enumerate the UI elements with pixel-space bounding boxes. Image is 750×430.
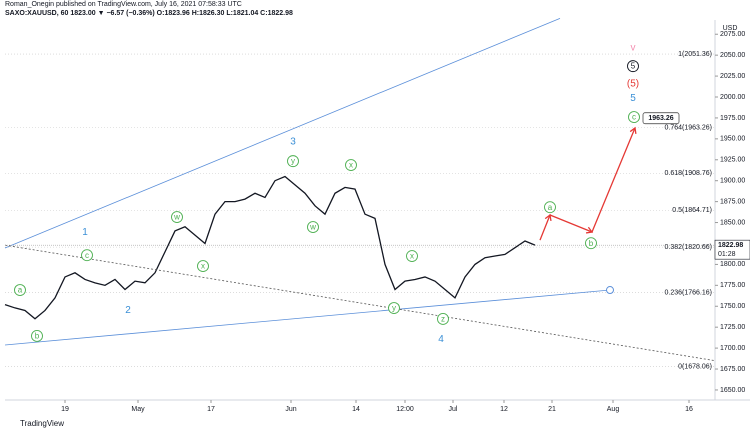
wave-label: (5) — [627, 78, 639, 89]
wave-label: b — [589, 239, 594, 248]
x-tick-label: 19 — [61, 406, 69, 413]
fib-label: 0.236(1766.16) — [665, 290, 712, 297]
last-price-label: 1822.98 — [718, 242, 743, 249]
arrow-head — [629, 126, 637, 135]
wave-label: 5 — [631, 62, 636, 71]
arrow-head — [585, 226, 594, 234]
y-tick-label: 1650.00 — [720, 387, 745, 394]
arrow-head — [544, 213, 552, 222]
fib-label: 0.382(1820.66) — [665, 244, 712, 251]
wave-circle — [171, 211, 183, 223]
wave-label: 2 — [125, 305, 131, 316]
wave-label: 5 — [630, 93, 636, 104]
price-line — [4, 175, 536, 320]
fib-label: 0.764(1963.26) — [665, 125, 712, 132]
symbol-line: SAXO:XAUUSD, 60 1823.00 ▼ −6.57 (−0.36%)… — [5, 10, 293, 17]
y-tick-label: 1925.00 — [720, 157, 745, 164]
wave-label: x — [201, 262, 205, 271]
y-tick-label: 1725.00 — [720, 324, 745, 331]
wave-circle — [14, 284, 26, 296]
y-tick-label: 1700.00 — [720, 345, 745, 352]
wave-label: z — [441, 315, 445, 324]
y-tick-label: 1775.00 — [720, 282, 745, 289]
wave-circle — [197, 260, 209, 273]
y-tick-label: 2025.00 — [720, 73, 745, 80]
wave-label: v — [631, 42, 636, 53]
wave-label: c — [632, 113, 636, 122]
footer-brand: TradingView — [20, 419, 64, 428]
wave-circle — [287, 155, 299, 168]
trend-end — [606, 286, 614, 295]
y-tick-label: 1900.00 — [720, 178, 745, 185]
fib-label: 0.618(1908.76) — [665, 170, 712, 177]
y-tick-label: 1675.00 — [720, 366, 745, 373]
currency: USD — [723, 25, 738, 32]
y-tick-label: 1800.00 — [720, 261, 745, 268]
x-tick-label: 12:00 — [396, 406, 414, 413]
wave-circle — [627, 60, 639, 73]
wave-label: y — [291, 157, 295, 166]
wave-label: a — [18, 286, 23, 295]
wave-circle — [31, 330, 43, 342]
y-tick-label: 1750.00 — [720, 303, 745, 310]
projection — [539, 127, 636, 241]
y-tick-label: 2050.00 — [720, 52, 745, 59]
x-tick-label: Aug — [607, 406, 620, 413]
x-tick-label: 16 — [685, 406, 693, 413]
wave-label: w — [173, 213, 180, 222]
y-tick-label: 1850.00 — [720, 219, 745, 226]
wave-label: x — [410, 252, 414, 261]
x-tick-label: 14 — [352, 406, 360, 413]
y-tick-label: 2000.00 — [720, 94, 745, 101]
wave-label: 4 — [438, 334, 444, 345]
publisher: Roman_Onegin published on TradingView.co… — [5, 1, 242, 8]
fib-label: 1(2051.36) — [678, 51, 712, 58]
y-tick-label: 1975.00 — [720, 115, 745, 122]
wave-circle — [345, 159, 357, 172]
wave-circle — [307, 221, 319, 234]
y-tick-label: 1875.00 — [720, 198, 745, 205]
x-tick-label: Jun — [285, 406, 296, 413]
wave-label: x — [349, 161, 353, 170]
target-box — [642, 112, 680, 125]
fib-label: 0(1678.06) — [678, 363, 712, 370]
x-tick-label: 21 — [548, 406, 556, 413]
trend-line — [4, 289, 611, 346]
wave-circle — [544, 201, 556, 214]
wave-label: c — [85, 251, 89, 260]
wave-label: a — [548, 203, 553, 212]
y-tick-label: 1950.00 — [720, 136, 745, 143]
fib-label: 0.5(1864.71) — [672, 207, 712, 214]
y-tick-label: 2075.00 — [720, 31, 745, 38]
wave-circle — [437, 313, 449, 325]
wave-label: w — [309, 223, 316, 232]
wave-label: y — [392, 304, 396, 313]
x-tick-label: May — [131, 406, 145, 413]
x-tick-label: 12 — [500, 406, 508, 413]
wave-circle — [406, 250, 418, 262]
target-label: 1963.26 — [648, 115, 673, 122]
trend-line — [4, 17, 561, 249]
wave-circle — [81, 249, 93, 262]
wave-circle — [628, 111, 640, 124]
last-price-box — [714, 239, 750, 260]
wave-label: 3 — [290, 136, 296, 147]
countdown: 01:28 — [718, 251, 736, 258]
wave-circle — [585, 237, 597, 250]
x-tick-label: Jul — [449, 406, 458, 413]
wave-circle — [388, 302, 400, 314]
x-tick-label: 17 — [207, 406, 215, 413]
wave-label: b — [35, 332, 40, 341]
wave-label: 1 — [82, 227, 88, 238]
